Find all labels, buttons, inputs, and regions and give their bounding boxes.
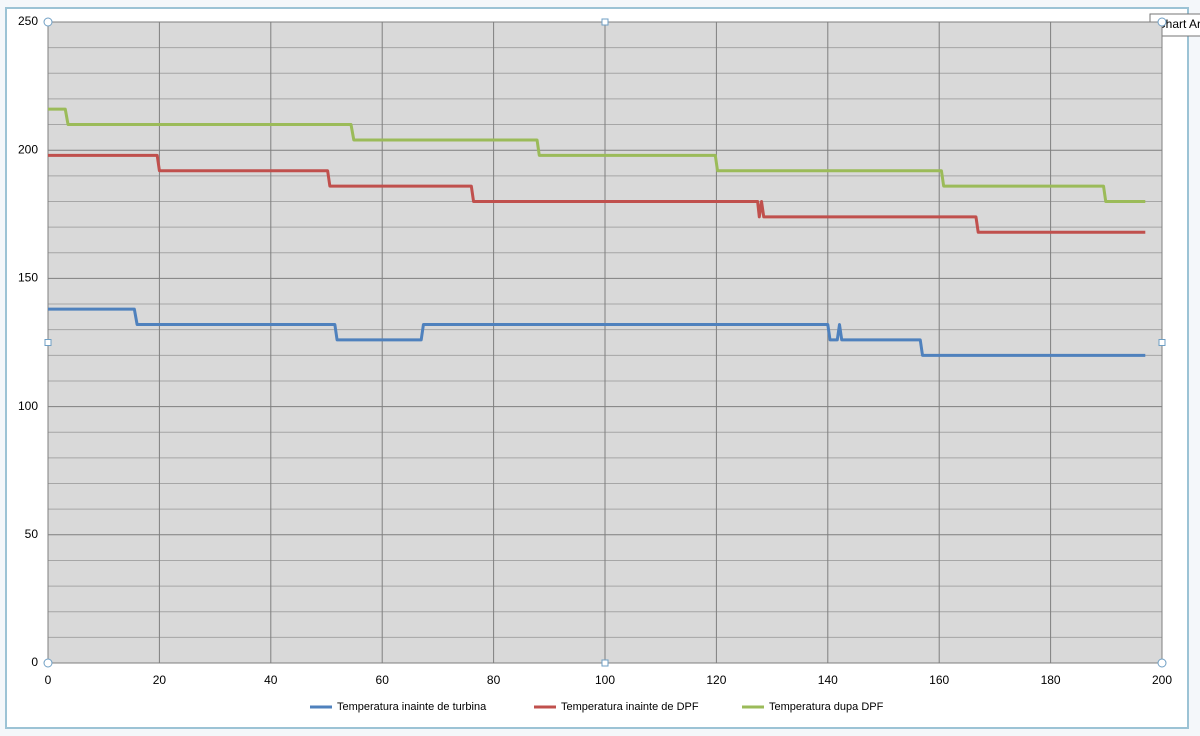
series-line <box>48 153 1146 234</box>
x-tick-label: 20 <box>153 673 167 687</box>
y-tick-label: 150 <box>18 271 38 285</box>
y-tick-label: 200 <box>18 142 38 156</box>
selection-handle <box>601 18 609 26</box>
x-tick-label: 80 <box>487 673 501 687</box>
x-tick-label: 0 <box>45 673 52 687</box>
selection-handle <box>1157 658 1167 668</box>
y-tick-label: 100 <box>18 399 38 413</box>
legend-label: Temperatura inainte de DPF <box>561 701 699 713</box>
legend-item: Temperatura inainte de turbina <box>310 701 487 713</box>
x-tick-label: 160 <box>929 673 949 687</box>
selection-handle <box>43 17 53 27</box>
tooltip-text: Chart Ar <box>1157 17 1200 31</box>
selection-handle <box>43 658 53 668</box>
x-tick-label: 180 <box>1041 673 1061 687</box>
selection-handle <box>44 339 52 346</box>
series-line <box>48 107 1146 203</box>
series-line <box>48 307 1146 357</box>
legend-label: Temperatura dupa DPF <box>769 701 884 713</box>
x-tick-label: 60 <box>376 673 390 687</box>
x-tick-label: 100 <box>595 673 615 687</box>
x-tick-label: 120 <box>706 673 726 687</box>
y-tick-label: 50 <box>25 527 39 541</box>
selection-handle <box>601 659 609 667</box>
y-tick-label: 0 <box>31 655 38 669</box>
x-tick-label: 40 <box>264 673 278 687</box>
selection-handle <box>1157 17 1167 27</box>
y-tick-label: 250 <box>18 14 38 28</box>
x-tick-label: 140 <box>818 673 838 687</box>
legend-item: Temperatura inainte de DPF <box>534 701 699 713</box>
x-tick-label: 200 <box>1152 673 1172 687</box>
legend-item: Temperatura dupa DPF <box>742 701 884 713</box>
selection-handle <box>1158 339 1166 346</box>
legend-label: Temperatura inainte de turbina <box>337 701 487 713</box>
